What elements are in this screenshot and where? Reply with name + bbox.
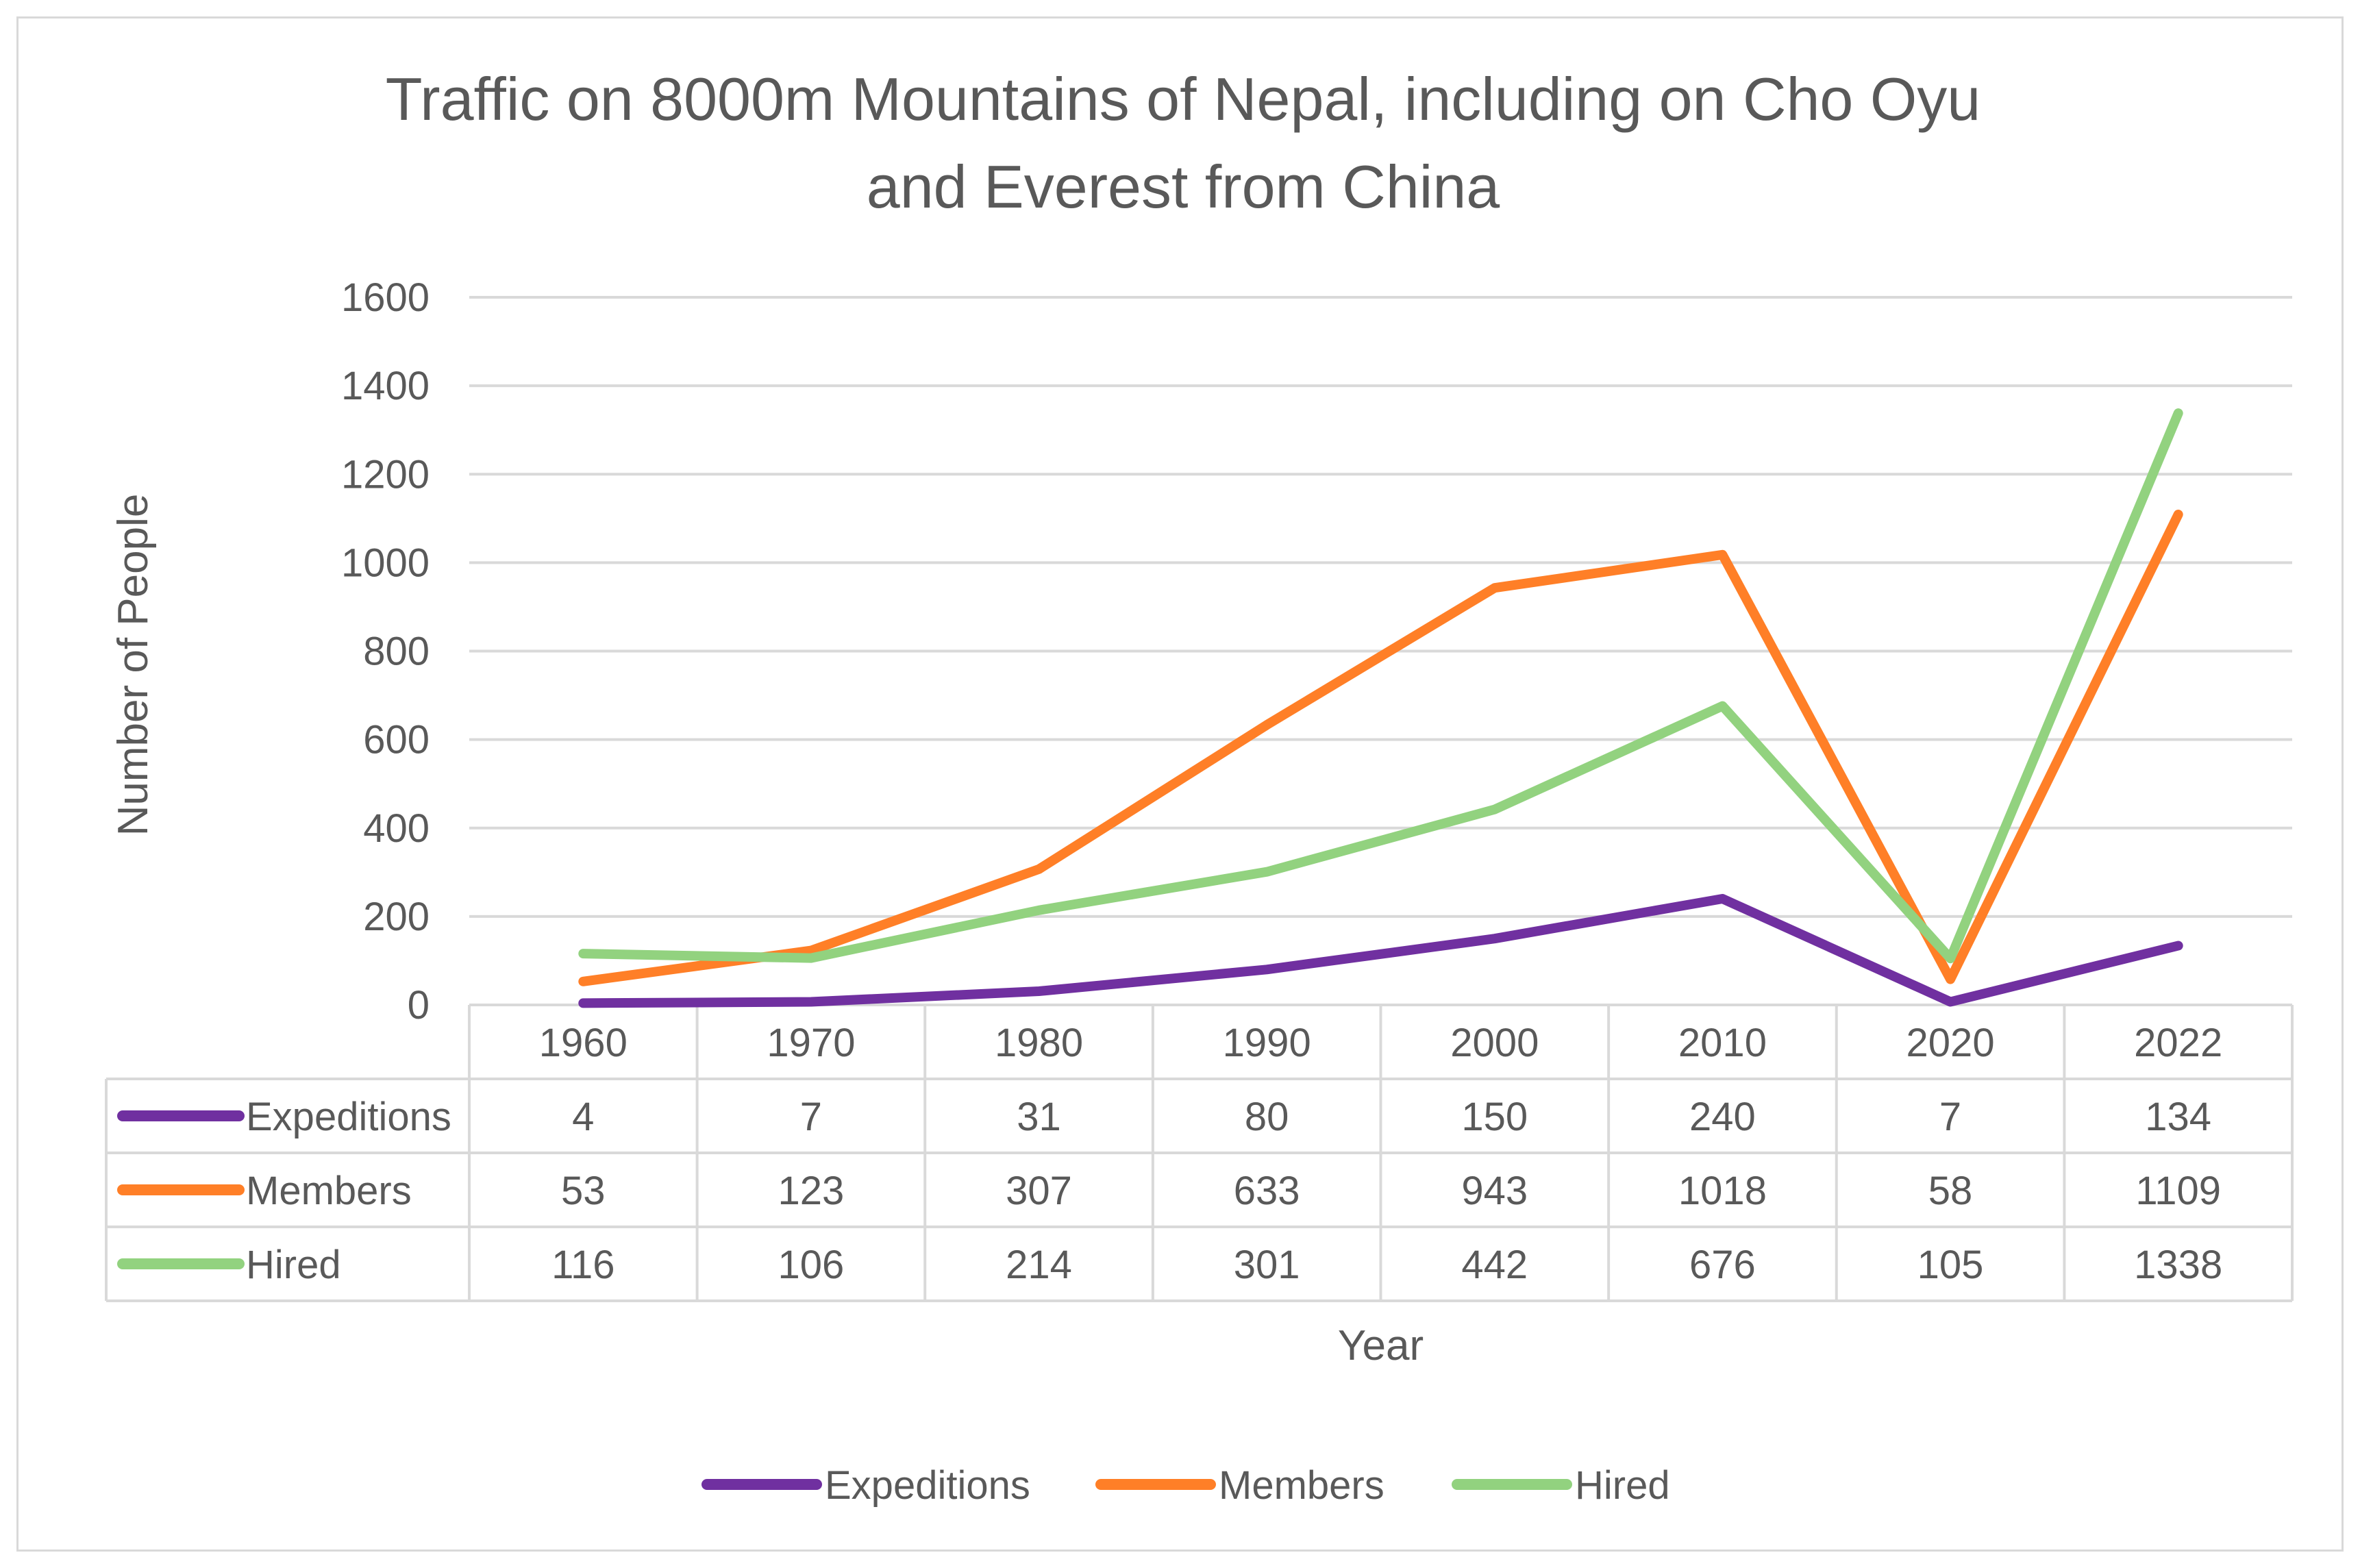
- table-cell: 31: [1017, 1095, 1061, 1139]
- x-tick-label: 1960: [539, 1021, 628, 1065]
- table-cell: 1338: [2134, 1243, 2222, 1287]
- table-cell: 676: [1689, 1243, 1756, 1287]
- y-tick-label: 400: [363, 806, 430, 851]
- x-tick-label: 1980: [995, 1021, 1083, 1065]
- table-row-label: Expeditions: [246, 1095, 451, 1139]
- series-line-members: [578, 510, 2183, 986]
- legend-label: Members: [1219, 1463, 1384, 1508]
- y-tick-label: 1200: [341, 452, 430, 497]
- y-tick-label: 800: [363, 630, 430, 674]
- table-row-label: Members: [246, 1169, 412, 1213]
- gridlines: [469, 296, 2292, 918]
- x-tick-label: 2000: [1450, 1021, 1539, 1065]
- series-line-hired: [578, 408, 2183, 964]
- table-cell: 53: [561, 1169, 606, 1213]
- chart-svg: Traffic on 8000m Mountains of Nepal, inc…: [105, 65, 2294, 1508]
- table-cell: 105: [1917, 1243, 1984, 1287]
- y-tick-label: 1600: [341, 275, 430, 320]
- x-axis-title: Year: [1338, 1322, 1424, 1369]
- table-cell: 134: [2145, 1095, 2211, 1139]
- table-cell: 240: [1689, 1095, 1756, 1139]
- table-cell: 214: [1006, 1243, 1072, 1287]
- x-axis-title-text: Year: [1338, 1322, 1424, 1369]
- table-cell: 7: [800, 1095, 822, 1139]
- table-cell: 633: [1234, 1169, 1300, 1213]
- x-tick-label: 2022: [2134, 1021, 2222, 1065]
- y-tick-label: 0: [408, 983, 430, 1028]
- legend: Expeditions Members Hired: [701, 1463, 1670, 1508]
- table-cell: 943: [1461, 1169, 1528, 1213]
- table-row-label: Hired: [246, 1243, 341, 1287]
- chart-title-line: Traffic on 8000m Mountains of Nepal, inc…: [386, 65, 1980, 133]
- y-tick-label: 1000: [341, 540, 430, 585]
- y-axis-ticks: 0 200 400 600 800 1000 1200 1400 1600: [341, 275, 430, 1028]
- series-lines: [578, 408, 2183, 1008]
- table-cell: 7: [1939, 1095, 1961, 1139]
- table-cell: 1018: [1678, 1169, 1767, 1213]
- table-cell: 307: [1006, 1169, 1072, 1213]
- chart-title: Traffic on 8000m Mountains of Nepal, inc…: [386, 65, 1980, 221]
- y-axis-title-text: Number of People: [110, 494, 157, 836]
- table-cell: 106: [778, 1243, 845, 1287]
- table-cell: 1109: [2135, 1169, 2221, 1213]
- legend-label: Hired: [1575, 1463, 1670, 1508]
- y-axis-title: Number of People: [110, 494, 157, 836]
- chart-frame: Traffic on 8000m Mountains of Nepal, inc…: [16, 16, 2344, 1552]
- table-cell: 123: [778, 1169, 845, 1213]
- chart-title-line: and Everest from China: [867, 153, 1500, 221]
- table-cell: 4: [572, 1095, 594, 1139]
- x-tick-label: 1970: [767, 1021, 855, 1065]
- y-tick-label: 600: [363, 718, 430, 762]
- series-line-expeditions: [578, 894, 2183, 1008]
- y-tick-label: 1400: [341, 364, 430, 408]
- x-tick-label: 2020: [1906, 1021, 1995, 1065]
- table-cell: 301: [1234, 1243, 1300, 1287]
- y-tick-label: 200: [363, 895, 430, 939]
- table-cell: 58: [1928, 1169, 1973, 1213]
- table-cell: 80: [1245, 1095, 1289, 1139]
- table-cell: 442: [1461, 1243, 1528, 1287]
- table-cell: 116: [551, 1243, 614, 1287]
- data-table: 1960 1970 1980 1990 2000 2010 2020 2022 Expediti…: [105, 1004, 2294, 1302]
- legend-label: Expeditions: [825, 1463, 1030, 1508]
- table-cell: 150: [1461, 1095, 1528, 1139]
- x-tick-label: 2010: [1678, 1021, 1767, 1065]
- x-tick-label: 1990: [1223, 1021, 1311, 1065]
